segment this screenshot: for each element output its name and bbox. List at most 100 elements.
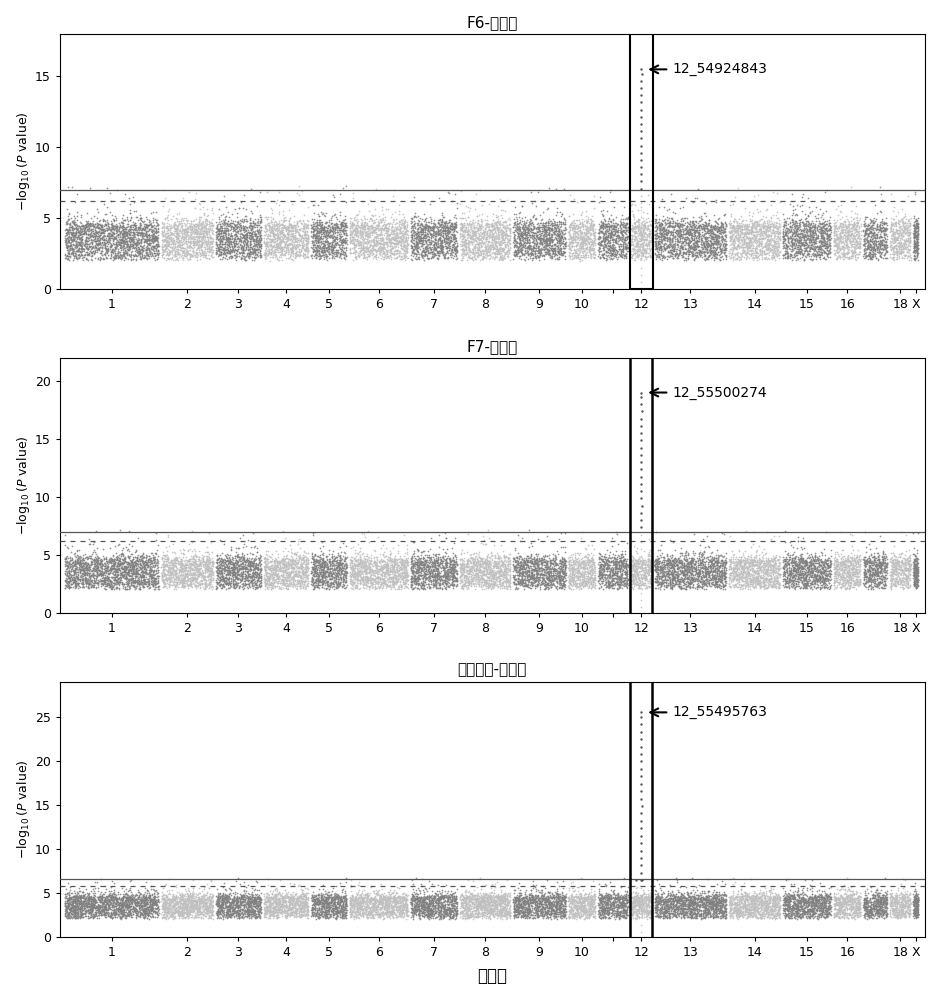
Point xyxy=(191,901,206,917)
Point xyxy=(174,898,189,914)
Point xyxy=(158,897,173,913)
Point xyxy=(279,565,294,581)
Point xyxy=(368,555,384,571)
Point xyxy=(837,901,852,917)
Point xyxy=(868,888,883,904)
Point xyxy=(597,905,612,921)
Point xyxy=(417,224,432,240)
Point xyxy=(358,569,373,585)
Point xyxy=(192,565,207,581)
Point xyxy=(837,213,852,229)
Point xyxy=(315,555,330,571)
Point xyxy=(108,210,123,226)
Point xyxy=(531,215,546,231)
Point xyxy=(360,243,375,259)
Point xyxy=(576,553,591,569)
Point xyxy=(521,559,536,575)
Point xyxy=(114,560,129,576)
Point xyxy=(64,245,79,261)
Point xyxy=(777,889,792,905)
Point xyxy=(863,250,878,266)
Point xyxy=(299,568,314,584)
Point xyxy=(68,553,83,569)
Point xyxy=(465,887,480,903)
Point xyxy=(138,557,153,573)
Point xyxy=(515,578,530,594)
Point xyxy=(710,566,725,582)
Point xyxy=(242,906,257,922)
Point xyxy=(727,891,742,907)
Point xyxy=(334,222,349,238)
Point xyxy=(531,221,546,237)
Point xyxy=(329,911,344,927)
Point xyxy=(769,230,784,246)
Point xyxy=(749,898,764,914)
Point xyxy=(196,558,211,574)
Point xyxy=(869,554,884,570)
Point xyxy=(274,552,290,568)
Point xyxy=(830,896,845,912)
Point xyxy=(908,227,923,243)
Point xyxy=(452,560,467,576)
Point xyxy=(465,218,480,234)
Point xyxy=(805,906,820,922)
Point xyxy=(835,238,850,254)
Point xyxy=(227,235,242,251)
Point xyxy=(758,555,773,571)
Point xyxy=(76,887,91,903)
Point xyxy=(748,548,763,564)
Point xyxy=(292,896,307,912)
Point xyxy=(870,557,885,573)
Point xyxy=(644,239,659,255)
Point xyxy=(212,891,227,907)
Point xyxy=(717,247,732,263)
Point xyxy=(685,543,700,559)
Point xyxy=(573,560,588,576)
Point xyxy=(807,889,822,905)
Point xyxy=(64,900,79,916)
Point xyxy=(683,890,698,906)
Point xyxy=(768,579,783,595)
Point xyxy=(431,898,446,914)
Point xyxy=(427,551,442,567)
Point xyxy=(648,891,663,907)
Point xyxy=(234,905,249,921)
Point xyxy=(862,237,877,253)
Point xyxy=(380,559,395,575)
Point xyxy=(471,544,486,560)
Point xyxy=(109,559,124,575)
Point xyxy=(348,244,363,260)
Point xyxy=(781,892,796,908)
Point xyxy=(457,902,472,918)
Point xyxy=(81,571,96,587)
Point xyxy=(314,896,329,912)
Point xyxy=(227,222,242,238)
Point xyxy=(412,901,427,917)
Point xyxy=(330,234,345,250)
Point xyxy=(731,542,746,558)
Point xyxy=(734,218,749,234)
Point xyxy=(750,249,765,265)
Point xyxy=(301,567,316,583)
Point xyxy=(482,902,497,918)
Point xyxy=(293,881,308,897)
Point xyxy=(320,240,335,256)
Point xyxy=(470,905,485,921)
Point xyxy=(685,248,700,264)
Point xyxy=(740,218,755,234)
Point xyxy=(886,234,901,250)
Point xyxy=(822,218,838,234)
Point xyxy=(665,566,680,582)
Point xyxy=(200,903,215,919)
Point xyxy=(851,907,866,923)
Point xyxy=(650,899,665,915)
Point xyxy=(770,898,785,914)
Point xyxy=(733,215,748,231)
Point xyxy=(368,904,383,920)
Point xyxy=(61,907,76,923)
Point xyxy=(128,565,143,581)
Point xyxy=(858,223,873,239)
Point xyxy=(168,243,183,259)
Point xyxy=(663,910,678,926)
Point xyxy=(843,902,858,918)
